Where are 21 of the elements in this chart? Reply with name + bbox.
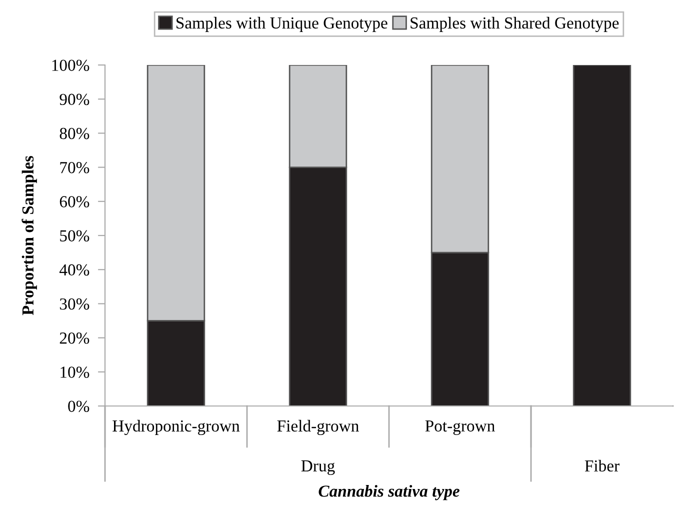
y-tick-label: 80% (60, 128, 90, 140)
y-tick-label: 70% (60, 162, 90, 174)
x-tick-label: Pot-grown (425, 420, 495, 436)
y-tick-label: 50% (60, 230, 90, 242)
y-tick-label: 40% (60, 264, 90, 276)
y-tick-label: 10% (60, 366, 90, 378)
x-axis-title: Cannabis sativa type (318, 485, 460, 500)
legend-label: Samples with Unique Genotype (176, 16, 388, 32)
y-tick-label: 60% (60, 196, 90, 208)
legend-label: Samples with Shared Genotype (410, 16, 619, 32)
y-tick-label: 90% (60, 94, 90, 106)
y-tick-label: 100% (52, 60, 90, 71)
text: Drug (301, 460, 335, 475)
x-tick-label: Hydroponic-grown (112, 420, 240, 436)
text: Fiber (584, 460, 620, 472)
y-tick-label: 0% (68, 400, 90, 412)
y-axis-title: Proportion of Samples (22, 156, 37, 316)
bar (572, 65, 632, 406)
x-tick-label: Field-grown (277, 420, 359, 436)
y-tick-label: 20% (60, 332, 90, 344)
y-tick-label: 30% (60, 298, 90, 310)
